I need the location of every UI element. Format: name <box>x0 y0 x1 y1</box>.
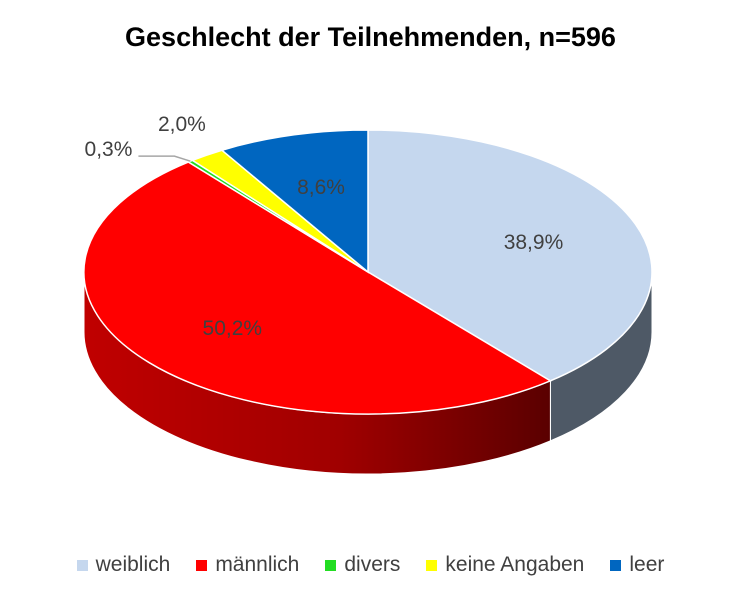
legend-swatch <box>426 559 438 571</box>
legend-swatch <box>610 559 622 571</box>
data-label-weiblich: 38,9% <box>504 231 564 254</box>
data-label-leer: 8,6% <box>297 176 345 199</box>
pie-slice-männlich <box>83 161 553 415</box>
legend-swatch <box>76 559 88 571</box>
legend-item-männlich: männlich <box>196 553 299 577</box>
legend-label: männlich <box>215 553 300 576</box>
legend-swatch <box>196 559 208 571</box>
pie-slice-weiblich <box>367 129 653 382</box>
legend-label: keine Angaben <box>445 553 585 576</box>
pie-slice-leer <box>220 129 369 274</box>
legend-item-weiblich: weiblich <box>76 553 171 577</box>
legend: weiblich männlich divers keine Angaben leer <box>0 553 741 577</box>
data-label-divers: 0,3% <box>85 138 133 161</box>
legend-label: divers <box>344 553 401 576</box>
legend-swatch <box>325 559 337 571</box>
legend-item-keine-angaben: keine Angaben <box>426 553 584 577</box>
legend-item-leer: leer <box>610 553 664 577</box>
data-label-männlich: 50,2% <box>203 317 263 340</box>
legend-label: leer <box>629 553 665 576</box>
legend-label: weiblich <box>95 553 171 576</box>
legend-item-divers: divers <box>325 553 400 577</box>
chart-title: Geschlecht der Teilnehmenden, n=596 <box>125 22 616 52</box>
data-label-keine-angaben: 2,0% <box>158 113 206 136</box>
leader-line-divers <box>138 155 191 162</box>
